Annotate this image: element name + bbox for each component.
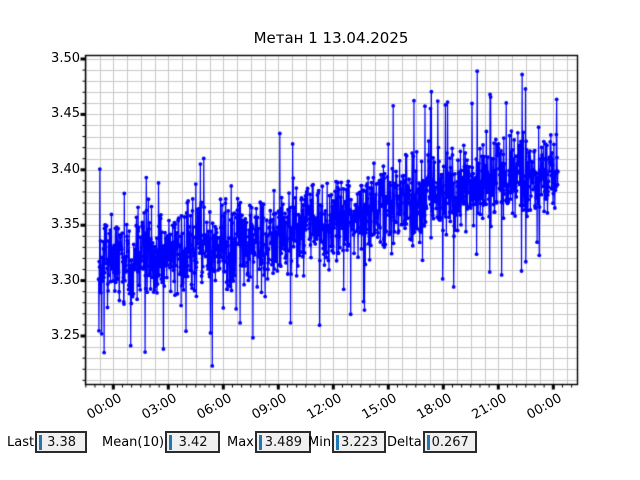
stat-max-label: Max (227, 434, 254, 450)
text-cursor (169, 434, 173, 450)
y-tick-label: 3.35 (51, 217, 80, 233)
text-cursor (258, 434, 262, 450)
stat-delta-field[interactable]: 0.267 (422, 431, 477, 453)
stat-last-field[interactable]: 3.38 (35, 431, 88, 453)
text-cursor (39, 434, 43, 450)
stat-group-max: Max 3.489 (227, 430, 311, 454)
text-cursor (426, 434, 430, 450)
stat-max-field[interactable]: 3.489 (254, 431, 311, 453)
stat-min-label: Min (308, 434, 332, 450)
y-tick-label: 3.40 (51, 161, 80, 177)
stat-mean10-label: Mean(10) (102, 434, 165, 450)
stat-last-value: 3.38 (47, 434, 77, 450)
stat-min-value: 3.223 (340, 434, 379, 450)
stat-delta-label: Delta (387, 434, 422, 450)
text-cursor (336, 434, 340, 450)
stat-max-value: 3.489 (264, 434, 302, 450)
stat-mean10-value: 3.42 (178, 434, 208, 450)
y-tick-label: 3.50 (51, 51, 80, 66)
y-tick-label: 3.25 (51, 328, 80, 343)
stat-group-last: Last 3.38 (7, 430, 88, 454)
y-tick-label: 3.45 (51, 106, 80, 122)
stat-group-delta: Delta 0.267 (387, 430, 477, 454)
chart-title: Метан 1 13.04.2025 (253, 29, 409, 47)
stat-min-field[interactable]: 3.223 (332, 431, 387, 453)
stat-group-min: Min 3.223 (308, 430, 387, 454)
stat-delta-value: 0.267 (431, 434, 469, 450)
stat-mean10-field[interactable]: 3.42 (165, 431, 221, 453)
stat-last-label: Last (7, 434, 35, 450)
stat-group-mean10: Mean(10) 3.42 (102, 430, 221, 454)
y-tick-label: 3.30 (51, 272, 80, 288)
